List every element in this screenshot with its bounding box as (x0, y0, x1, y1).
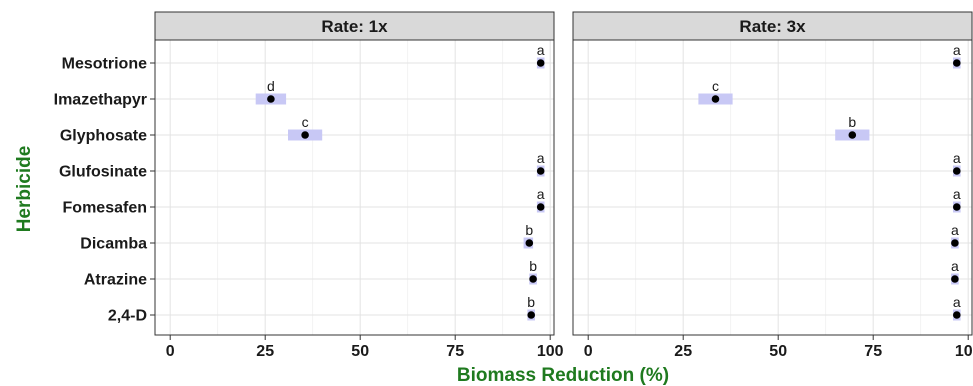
x-tick-label: 50 (769, 343, 787, 360)
x-tick-label: 50 (351, 343, 369, 360)
x-tick-label: 0 (584, 343, 593, 360)
data-point (529, 275, 537, 283)
y-category-label: Glufosinate (59, 164, 147, 181)
panel-background (155, 40, 554, 335)
x-tick-label: 0 (166, 343, 175, 360)
data-point (848, 131, 857, 139)
significance-letter: a (951, 222, 959, 238)
x-axis-title: Biomass Reduction (%) (457, 365, 669, 386)
significance-letter: b (525, 222, 533, 238)
data-point (536, 167, 545, 175)
data-point (951, 239, 959, 247)
significance-letter: a (953, 150, 961, 166)
data-point (527, 311, 535, 319)
panel-strip-label: Rate: 3x (739, 17, 806, 36)
panel-border (572, 39, 973, 336)
significance-letter: a (537, 150, 545, 166)
data-point (953, 311, 961, 319)
y-axis-title: Herbicide (14, 146, 35, 233)
panels: Rate: 1x a d c a a b b b 0 25 50 75 100 Rate: 3x a c b a a a… (154, 11, 973, 360)
significance-letter: b (527, 294, 535, 310)
y-category-label: Mesotrione (62, 56, 147, 73)
panel-strip (154, 11, 555, 41)
x-tick-label: 25 (674, 343, 692, 360)
panel-1: Rate: 1x a d c a a b b b 0 25 50 75 100 (154, 11, 564, 360)
y-axis: Mesotrione Imazethapyr Glyphosate Glufosina… (54, 56, 155, 325)
x-tick-label: 25 (256, 343, 274, 360)
significance-letter: c (302, 114, 309, 130)
y-category-label: 2,4-D (108, 308, 147, 325)
significance-letter: b (529, 258, 537, 274)
significance-letter: a (953, 294, 961, 310)
significance-letter: b (848, 114, 856, 130)
significance-letter: a (537, 42, 545, 58)
panel-background (573, 40, 972, 335)
x-tick-label: 75 (864, 343, 882, 360)
significance-letter: d (267, 78, 275, 94)
y-category-label: Dicamba (80, 236, 147, 253)
data-point (301, 131, 309, 139)
panel-strip (572, 11, 973, 41)
y-category-label: Atrazine (84, 272, 147, 289)
data-point (267, 95, 275, 103)
significance-letter: a (953, 42, 961, 58)
data-point (525, 239, 534, 247)
y-category-label: Imazethapyr (54, 92, 147, 109)
data-point (711, 95, 720, 103)
panel-border (154, 39, 555, 336)
significance-letter: a (537, 186, 545, 202)
data-point (951, 275, 959, 283)
data-point (953, 203, 961, 211)
data-point (953, 59, 961, 67)
panel-2: Rate: 3x a c b a a a a a 0 25 50 75 100 (572, 11, 973, 360)
data-point (953, 167, 961, 175)
y-category-label: Fomesafen (63, 200, 147, 217)
significance-letter: a (951, 258, 959, 274)
data-point (536, 203, 545, 211)
panel-strip-label: Rate: 1x (321, 17, 388, 36)
x-tick-label: 100 (955, 343, 973, 360)
data-point (536, 59, 545, 67)
x-tick-label: 100 (537, 343, 564, 360)
y-category-label: Glyphosate (60, 128, 147, 145)
x-tick-label: 75 (446, 343, 464, 360)
significance-letter: a (953, 186, 961, 202)
significance-letter: c (712, 78, 719, 94)
